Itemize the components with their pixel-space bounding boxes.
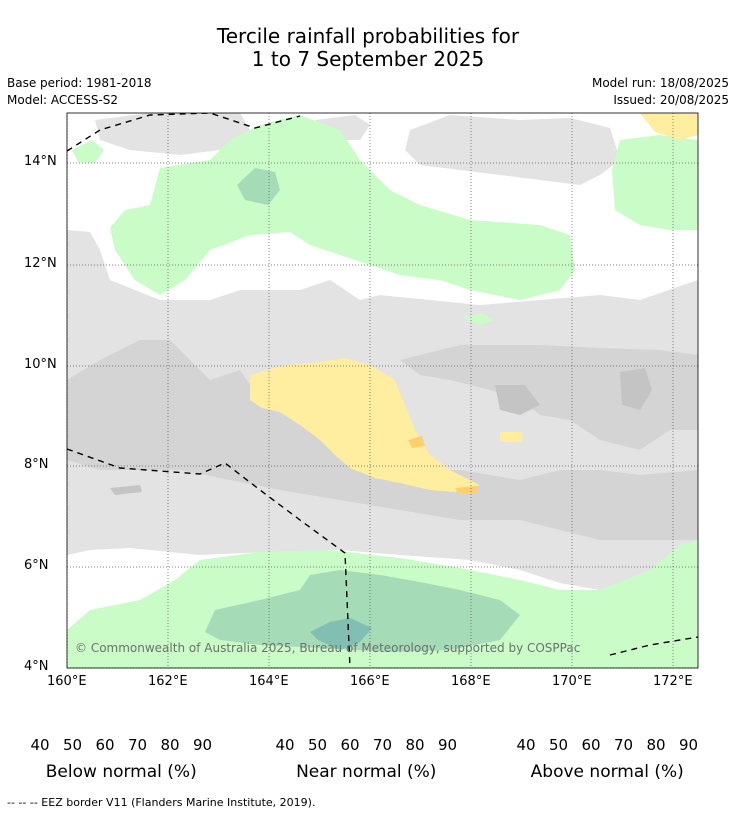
near-normal-top-left [95,113,250,155]
eez-borders [67,113,698,668]
lon-tick-label: 162°E [148,674,188,689]
copyright-notice: © Commonwealth of Australia 2025, Bureau… [75,641,581,655]
colorbar-tick-label: 60 [340,736,360,754]
model-label: Model: ACCESS-S2 [7,93,119,107]
lat-tick-label: 4°N [24,659,49,674]
lon-tick-label: 164°E [249,674,289,689]
lat-tick-label: 10°N [24,357,57,372]
lon-tick-label: 160°E [47,674,87,689]
colorbar-tick-label: 70 [613,736,634,754]
colorbar-title: Above normal (%) [530,762,684,782]
colorbar-title: Below normal (%) [45,762,197,782]
lon-tick-label: 166°E [350,674,390,689]
near-normal-60-blob-3 [110,485,142,495]
lat-tick-label: 14°N [24,154,57,169]
eez-border-southeast [609,636,698,656]
colorbar-title: Near normal (%) [296,762,437,782]
lat-tick-label: 8°N [24,457,49,472]
meta-left: Base period: 1981-2018 Model: ACCESS-S2 [7,75,152,109]
above-normal-50-blob [237,168,280,205]
near-normal-top-region [405,115,620,185]
below-normal-region [250,358,480,492]
colorbar-tick-label: 40 [275,736,295,754]
plot-frame [66,112,699,669]
above-normal-small-blob [462,313,494,325]
above-normal-60-region [310,618,372,650]
colorbar-tick-label: 50 [548,736,569,754]
colorbar-tick-label: 60 [581,736,601,754]
colorbar-tick-label: 50 [62,736,83,754]
colorbar-tick-label: 80 [405,736,425,754]
near-normal-60-blob-2 [495,385,540,415]
below-normal-50-blob-2 [455,486,478,493]
map-title-line-2: 1 to 7 September 2025 [251,47,485,71]
near-normal-50-region [67,340,698,540]
eez-footnote: -- -- -- EEZ border V11 (Flanders Marine… [7,796,316,809]
near-normal-60-blob [620,368,652,410]
eez-border-west [67,448,351,668]
issued-label: Issued: 20/08/2025 [613,93,729,107]
colorbar-tick-label: 70 [372,736,393,754]
colorbar-tick-label: 50 [307,736,328,754]
colorbar-tick-label: 80 [160,736,180,754]
below-normal-small-region [500,432,522,442]
eez-border-north [67,113,301,152]
colorbar-tick-label: 90 [437,736,458,754]
above-normal-left-blob [72,140,104,163]
colorbar-tick-label: 80 [646,736,666,754]
base-period-label: Base period: 1981-2018 [7,76,152,90]
above-normal-top-region [110,115,575,300]
lon-tick-label: 170°E [552,674,592,689]
colorbar-tick-label: 60 [95,736,115,754]
above-normal-right-region [612,135,698,230]
model-run-label: Model run: 18/08/2025 [591,76,729,90]
lat-tick-label: 12°N [24,256,57,271]
probability-map [66,112,699,669]
colorbar-tick-label: 90 [192,736,213,754]
above-normal-50-region [205,570,520,652]
colorbar-tick-label: 40 [30,736,50,754]
below-normal-50-blob [408,436,425,448]
colorbar-tick-label: 70 [127,736,148,754]
lat-tick-label: 6°N [24,558,49,573]
below-normal-top-right [640,113,698,140]
near-normal-right-region [400,345,698,450]
colorbar-tick-label: 90 [678,736,699,754]
map-title-line-1: Tercile rainfall probabilities for [216,24,520,48]
lon-tick-label: 168°E [451,674,491,689]
map-fill-layer [67,113,698,668]
lon-tick-label: 172°E [653,674,693,689]
colorbar-tick-label: 40 [516,736,536,754]
meta-right: Model run: 18/08/2025 Issued: 20/08/2025 [592,75,729,109]
